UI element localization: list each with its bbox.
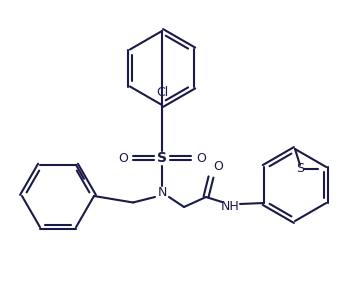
Text: NH: NH: [221, 201, 239, 213]
Text: O: O: [118, 152, 128, 164]
Text: S: S: [296, 163, 304, 175]
Text: Cl: Cl: [156, 86, 168, 99]
Text: O: O: [196, 152, 206, 164]
Text: S: S: [157, 151, 167, 165]
Text: N: N: [157, 187, 167, 199]
Text: O: O: [213, 160, 223, 173]
